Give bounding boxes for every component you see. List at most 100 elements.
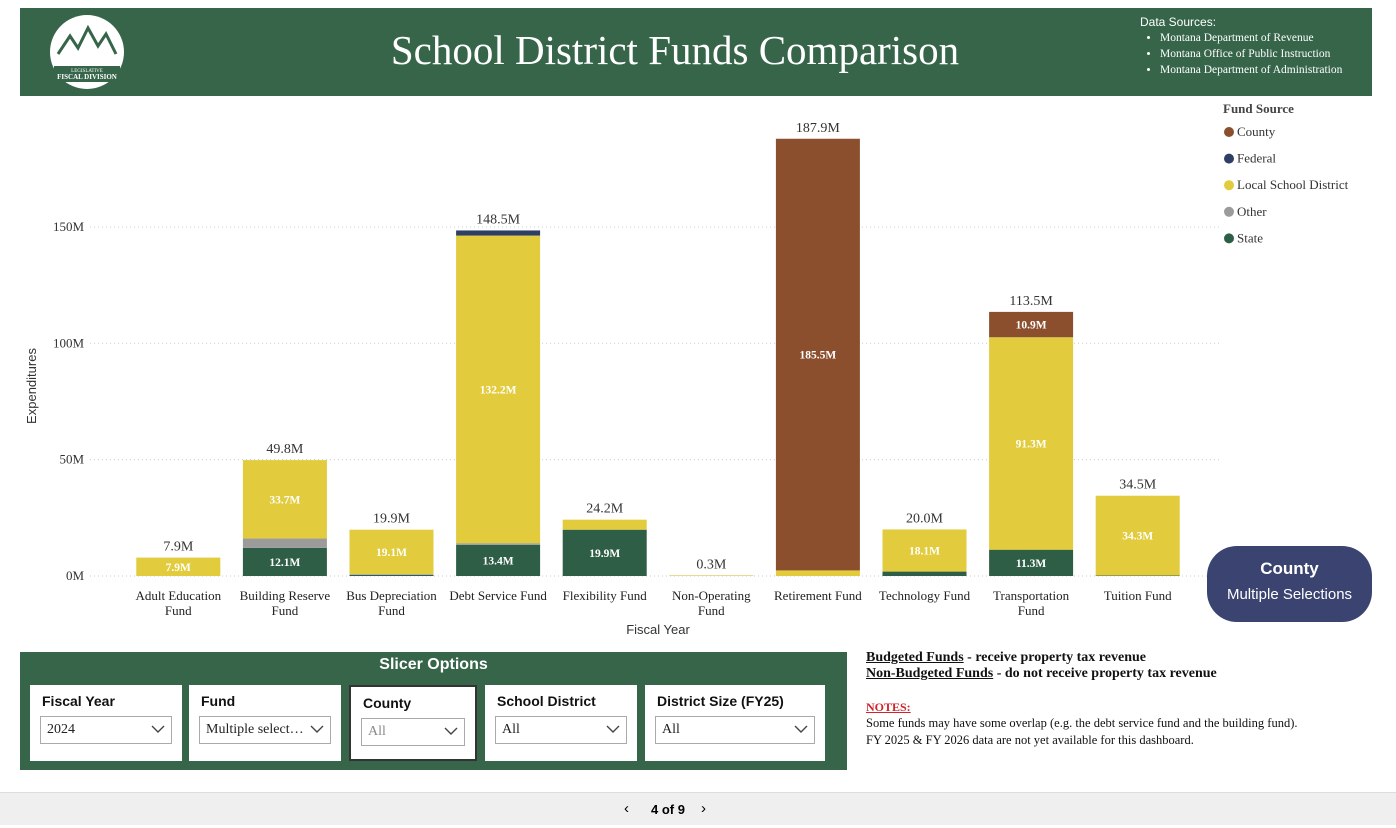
bar-segment [242,547,327,576]
slicer-value: All [662,722,680,737]
total-label: 187.9M [796,121,841,136]
source: Montana Department of Revenue [1160,30,1342,46]
pager: ‹ 4 of 9 › [0,792,1396,825]
chart: Expenditures 0M 50M 100M 150M 7.9M 7.9M 12.1M 33… [24,101,1349,637]
bar-segment [349,574,434,575]
x-axis-title: Fiscal Year [626,622,690,637]
segment-label: 34.3M [1122,531,1153,543]
legend-label: Local School District [1237,177,1349,192]
logo-text: FISCAL DIVISION [57,73,117,81]
slicer[interactable]: County All [349,685,477,761]
bar-segment [456,543,541,545]
slicer-panel: Slicer Options Fiscal Year 2024 Fund Multip… [20,652,847,770]
header: LEGISLATIVE FISCAL DIVISION School Distr… [20,8,1372,96]
segment-label: 132.2M [480,384,517,396]
prev-page[interactable]: ‹ [624,800,629,817]
segment-label: 10.9M [1016,320,1047,332]
term: Non-Budgeted Funds [866,666,994,681]
page-label: 4 of 9 [651,802,685,817]
card-value: Multiple Selections [1226,586,1353,603]
slicer[interactable]: District Size (FY25) All [645,685,825,761]
x-tick-label: Flexibility Fund [562,588,647,603]
card-title: County [1260,559,1319,578]
total-label: 34.5M [1119,478,1157,493]
bar-segment [1095,495,1180,576]
segment-label: 18.1M [909,546,940,558]
title: School District Funds Comparison [390,27,960,73]
slicer-label: Fund [201,693,236,709]
bar-segment [562,529,647,576]
total-label: 7.9M [163,540,194,555]
slicer-title: Slicer Options [379,656,488,673]
x-tick-label: Transportation Fund [993,588,1070,618]
bar-segment [989,549,1074,576]
segment-label: 185.5M [800,350,837,362]
bar-segment [775,570,860,576]
legend-swatch [1224,233,1234,244]
slicer-dropdown[interactable]: 2024 [40,716,172,744]
legend-label: State [1237,230,1263,245]
x-tick-label: Technology Fund [878,588,971,603]
slicer-dropdown[interactable]: All [361,718,465,746]
segment-label: 7.9M [166,562,191,574]
x-tick-label: Building Reserve Fund [239,588,331,618]
sources: Data Sources: Montana Department of Reve… [1140,14,1342,78]
x-tick-label: Adult Education Fund [135,588,222,618]
y-tick-label: 50M [59,452,84,467]
legend-label: Federal [1237,151,1276,166]
total-label: 0.3M [696,557,727,572]
total-label: 49.8M [266,442,304,457]
logo-text: LEGISLATIVE [71,69,103,74]
bar-segment [242,460,327,539]
bar-segment [562,519,647,530]
slicer[interactable]: School District All [485,685,637,761]
segment-label: 11.3M [1016,558,1046,570]
total-label: 19.9M [373,512,411,527]
chevron [310,725,324,733]
term-text: - receive property tax revenue [963,650,1146,665]
x-tick-label: Non-Operating Fund [671,588,751,618]
chevron [151,725,165,733]
slicer-value: 2024 [47,722,75,737]
segment-label: 13.4M [483,555,514,567]
next-page[interactable]: › [701,800,706,817]
bar-segment [989,337,1074,550]
term: Budgeted Funds [866,650,964,665]
legend-swatch [1224,127,1234,137]
bar-segment [882,571,967,576]
slicer-value: Multiple select… [206,722,304,737]
y-axis-title: Expenditures [24,348,39,424]
logo: LEGISLATIVE FISCAL DIVISION [50,15,124,89]
slicer-value: All [368,724,386,739]
total-label: 113.5M [1009,294,1053,309]
y-tick-label: 150M [53,219,85,234]
x-tick-label: Tuition Fund [1103,588,1172,603]
chevron [794,725,808,733]
slicer-dropdown[interactable]: All [655,716,815,744]
bar-segment [136,557,221,576]
county-card[interactable]: County Multiple Selections [1207,546,1372,622]
x-tick-label: Retirement Fund [774,588,862,603]
slicer-label: Fiscal Year [42,693,115,709]
sources-heading: Data Sources: [1140,15,1217,29]
slicer[interactable]: Fiscal Year 2024 [30,685,182,761]
slicer-label: County [363,695,412,711]
legend-label: County [1237,124,1276,139]
source: Montana Office of Public Instruction [1160,46,1342,62]
bar-segment [882,529,967,572]
notes: Budgeted Funds - receive property tax re… [866,650,1297,749]
segment-label: 19.9M [589,548,620,560]
segment-label: 19.1M [376,547,407,559]
bar-segment [242,538,327,548]
bar-segment [989,311,1074,338]
slicer-dropdown[interactable]: All [495,716,627,744]
bar-segment [349,529,434,575]
legend-swatch [1224,180,1234,191]
slicer[interactable]: Fund Multiple select… [189,685,341,761]
slicer-dropdown[interactable]: Multiple select… [199,716,331,744]
slicer-label: School District [497,693,596,709]
segment-label: 91.3M [1016,438,1047,450]
note: FY 2025 & FY 2026 data are not yet avail… [866,733,1194,747]
segment-label: 33.7M [269,494,300,506]
